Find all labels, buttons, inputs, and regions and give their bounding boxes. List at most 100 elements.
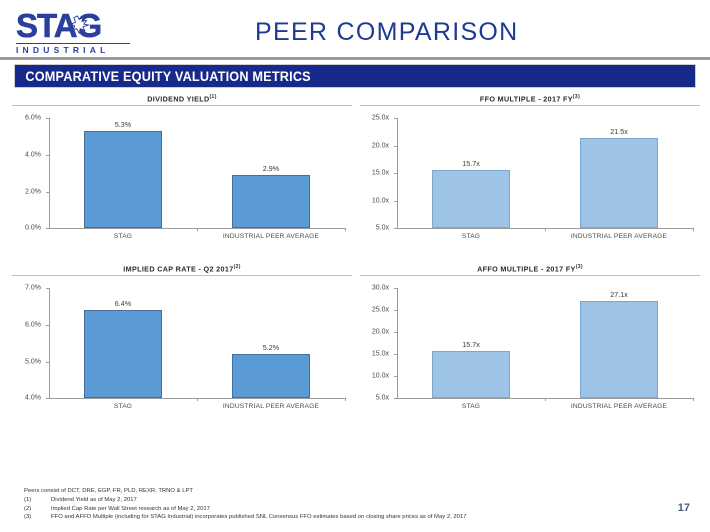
- y-axis-tick: [46, 361, 49, 363]
- y-axis-tick: [46, 155, 49, 157]
- chart-title-footnote: (1): [209, 94, 217, 100]
- chart-title-implied-cap-rate: IMPLIED CAP RATE - Q2 2017(2): [12, 264, 352, 277]
- section-banner-label: COMPARATIVE EQUITY VALUATION METRICS: [25, 68, 311, 84]
- bar-value-label: 2.9%: [262, 164, 280, 174]
- y-axis-tick-label: 20.0x: [371, 328, 389, 336]
- y-axis-tick-label: 15.0x: [371, 169, 389, 177]
- slide-header: STAG INDUSTRIAL PEER COMPARISON: [0, 0, 710, 56]
- plot-area-affo-multiple: 30.0x 25.0x 20.0x 15.0x 10.0x 5.0x 15.7x STAG 27…: [360, 276, 700, 419]
- footnote-row: (2) Implied Cap Rate per Wall Street res…: [24, 505, 624, 514]
- chart-implied-cap-rate: IMPLIED CAP RATE - Q2 2017(2) 7.0% 6.0% 5.…: [12, 264, 352, 427]
- page-number: 17: [677, 502, 690, 514]
- y-axis-tick-label: 30.0x: [371, 284, 389, 292]
- y-axis-labels: 25.0x 20.0x 15.0x 10.0x 5.0x: [360, 114, 394, 232]
- plot-area-implied-cap-rate: 7.0% 6.0% 5.0% 4.0% 6.4% STAG 5.2% INDUSTRIAL P…: [12, 276, 352, 419]
- y-axis-tick-label: 2.0%: [25, 188, 41, 196]
- y-axis-tick-label: 20.0x: [371, 142, 389, 150]
- footnote-text: Dividend Yield as of May 2, 2017: [51, 497, 137, 504]
- y-axis-labels: 7.0% 6.0% 5.0% 4.0%: [12, 284, 46, 402]
- plot-area-ffo-multiple: 25.0x 20.0x 15.0x 10.0x 5.0x 15.7x STAG 21.5x IN…: [360, 106, 700, 249]
- y-axis-tick-label: 6.0%: [25, 321, 41, 329]
- bar-stag: [432, 351, 510, 399]
- bar-stag: [84, 310, 162, 399]
- chart-dividend-yield: DIVIDEND YIELD(1) 6.0% 4.0% 2.0% 0.0% 5.3% ST…: [12, 94, 352, 257]
- chart-title-ffo-multiple: FFO MULTIPLE - 2017 FY(3): [360, 94, 700, 107]
- x-axis-end-tick: [345, 398, 346, 402]
- bar-value-label: 27.1x: [610, 290, 628, 300]
- y-axis-tick-label: 5.0x: [375, 224, 389, 232]
- y-axis-tick: [46, 398, 49, 400]
- bar-value-label: 21.5x: [610, 126, 628, 136]
- y-axis-tick: [394, 118, 397, 120]
- x-axis-mid-tick: [545, 398, 546, 402]
- y-axis-labels: 6.0% 4.0% 2.0% 0.0%: [12, 114, 46, 232]
- yaxis: [397, 288, 398, 399]
- chart-ffo-multiple: FFO MULTIPLE - 2017 FY(3) 25.0x 20.0x 15.0…: [360, 94, 700, 257]
- footnote-number: (1): [24, 497, 32, 504]
- stag-industrial-logo: STAG INDUSTRIAL: [16, 9, 134, 55]
- y-axis-tick-label: 4.0%: [25, 394, 41, 402]
- x-axis-category-label: STAG: [461, 233, 481, 241]
- y-axis-tick: [46, 288, 49, 290]
- x-axis-end-tick: [345, 228, 346, 232]
- x-axis-end-tick: [693, 228, 694, 232]
- bar-stag: [432, 169, 510, 229]
- x-axis-mid-tick: [545, 228, 546, 232]
- chart-title-footnote: (3): [572, 94, 581, 100]
- bar-value-label: 15.7x: [462, 340, 480, 350]
- y-axis-tick-label: 7.0%: [25, 284, 41, 292]
- y-axis-tick-label: 25.0x: [371, 306, 389, 314]
- chart-title-affo-multiple: AFFO MULTIPLE - 2017 FY(3): [360, 264, 700, 277]
- y-axis-tick: [394, 200, 397, 202]
- bar-industrial-peer-average: [580, 301, 658, 399]
- bar-stag: [84, 131, 162, 229]
- y-axis-tick: [394, 354, 397, 356]
- y-axis-tick-label: 6.0%: [25, 114, 41, 122]
- x-axis-mid-tick: [197, 398, 198, 402]
- bar-industrial-peer-average: [580, 137, 658, 229]
- footnotes: Peers consist of DCT, DRE, EGP, FR, PLD,…: [24, 487, 624, 522]
- y-axis-tick-label: 10.0x: [371, 372, 389, 380]
- header-divider: [0, 57, 710, 60]
- bar-value-label: 15.7x: [462, 158, 480, 168]
- bar-value-label: 5.3%: [114, 120, 132, 130]
- x-axis-category-label: INDUSTRIAL PEER AVERAGE: [570, 403, 668, 411]
- footnote-text: Implied Cap Rate per Wall Street researc…: [51, 505, 210, 512]
- y-axis-tick-label: 0.0%: [25, 224, 41, 232]
- y-axis-tick: [394, 145, 397, 147]
- y-axis-tick: [394, 310, 397, 312]
- y-axis-tick-label: 5.0%: [25, 358, 41, 366]
- bar-value-label: 5.2%: [262, 343, 280, 353]
- y-axis-tick: [394, 173, 397, 175]
- plot-area-dividend-yield: 6.0% 4.0% 2.0% 0.0% 5.3% STAG 2.9% INDUSTRIAL P…: [12, 106, 352, 249]
- y-axis-tick: [394, 332, 397, 334]
- charts-grid: DIVIDEND YIELD(1) 6.0% 4.0% 2.0% 0.0% 5.3% ST…: [0, 94, 710, 439]
- y-axis-tick-label: 4.0%: [25, 151, 41, 159]
- y-axis-tick-label: 15.0x: [371, 350, 389, 358]
- y-axis-tick: [46, 191, 49, 193]
- y-axis-tick-label: 5.0x: [375, 394, 389, 402]
- chart-title-footnote: (2): [233, 264, 241, 270]
- footnote-row: (3) FFO and AFFO Multiple (including for…: [24, 513, 624, 522]
- y-axis-tick: [394, 398, 397, 400]
- footnote-peers: Peers consist of DCT, DRE, EGP, FR, PLD,…: [24, 488, 194, 494]
- bar-value-label: 6.4%: [114, 299, 132, 309]
- y-axis-tick-label: 25.0x: [371, 114, 389, 122]
- section-banner: COMPARATIVE EQUITY VALUATION METRICS: [14, 64, 696, 88]
- page-title: PEER COMPARISON: [255, 18, 519, 46]
- logo-wordmark-text: STAG: [16, 7, 103, 44]
- footnote-number: (2): [24, 505, 32, 512]
- y-axis-labels: 30.0x 25.0x 20.0x 15.0x 10.0x 5.0x: [360, 284, 394, 402]
- x-axis-category-label: INDUSTRIAL PEER AVERAGE: [222, 233, 320, 241]
- chart-title-text: AFFO MULTIPLE - 2017 FY: [477, 264, 576, 274]
- yaxis: [49, 288, 50, 399]
- x-axis-category-label: INDUSTRIAL PEER AVERAGE: [570, 233, 668, 241]
- y-axis-tick: [46, 118, 49, 120]
- chart-title-dividend-yield: DIVIDEND YIELD(1): [12, 94, 352, 107]
- x-axis-mid-tick: [197, 228, 198, 232]
- logo-wordmark: STAG: [16, 7, 134, 44]
- y-axis-tick: [394, 288, 397, 290]
- footnote-text: FFO and AFFO Multiple (including for STA…: [51, 514, 467, 521]
- x-axis-category-label: STAG: [113, 403, 133, 411]
- x-axis-end-tick: [693, 398, 694, 402]
